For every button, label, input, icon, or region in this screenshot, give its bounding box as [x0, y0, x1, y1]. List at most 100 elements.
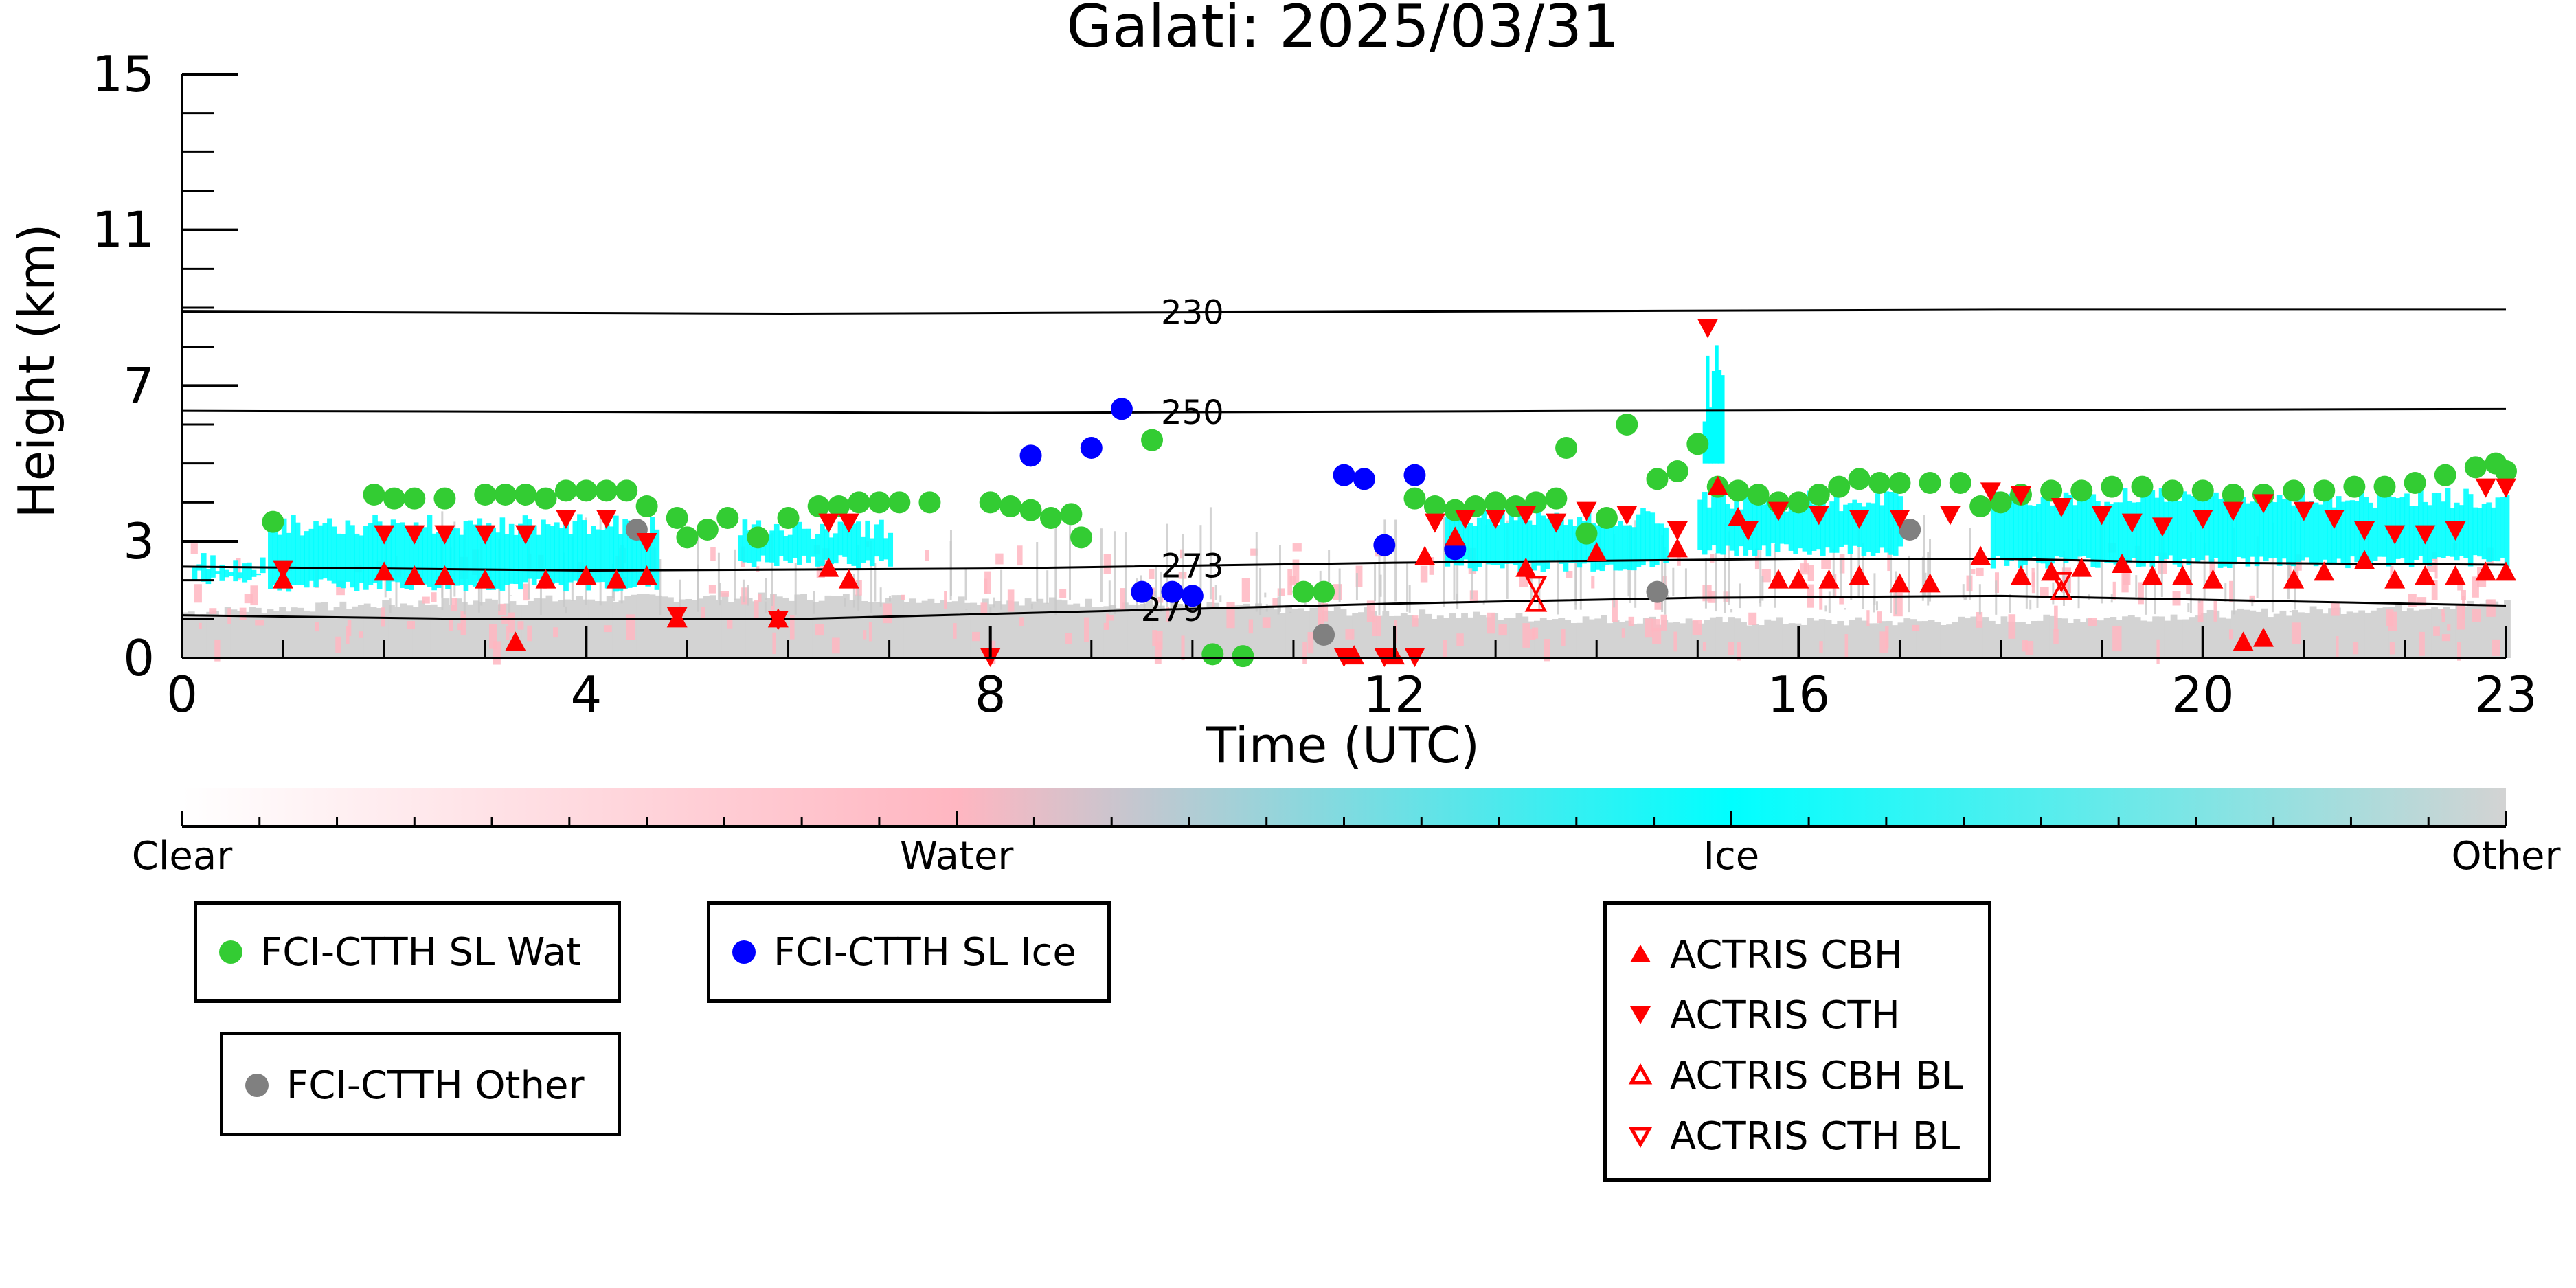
colorbar-label-water: Water	[900, 834, 1015, 879]
other-streak	[1923, 515, 1925, 597]
other-column	[1291, 609, 1298, 658]
other-column	[1037, 598, 1044, 658]
legend-label: FCI-CTTH SL Wat	[260, 929, 582, 975]
data-point	[1595, 507, 1618, 529]
water-streak	[1912, 624, 1920, 631]
other-streak	[1664, 547, 1667, 615]
ice-column	[2331, 507, 2337, 563]
ice-column	[2418, 489, 2424, 556]
other-column	[1261, 607, 1268, 658]
data-point	[2475, 478, 2496, 498]
data-point	[807, 495, 830, 517]
water-streak	[214, 639, 221, 662]
other-column	[958, 596, 965, 658]
other-column	[1570, 623, 1577, 658]
water-streak	[1866, 610, 1870, 626]
water-streak	[431, 592, 437, 602]
other-column	[1382, 611, 1390, 658]
ice-column	[595, 529, 601, 583]
other-column	[1715, 616, 1723, 658]
other-column	[2249, 610, 2257, 658]
water-streak	[1272, 598, 1278, 607]
ice-column	[2281, 499, 2287, 559]
other-streak	[1875, 601, 1878, 611]
ice-column	[427, 515, 433, 587]
other-column	[2230, 610, 2238, 658]
ice-column	[404, 526, 410, 589]
water-streak	[1019, 617, 1024, 626]
other-column	[1406, 615, 1414, 658]
water-streak	[1652, 627, 1662, 644]
ice-column	[1636, 514, 1642, 567]
other-streak	[1482, 602, 1485, 605]
other-column	[2382, 607, 2390, 658]
other-column	[400, 603, 407, 658]
other-column	[1588, 619, 1596, 658]
ice-column	[1720, 490, 1726, 555]
data-point	[434, 565, 455, 585]
other-streak	[1155, 565, 1157, 604]
other-streak	[888, 595, 891, 602]
ice-column	[2222, 490, 2228, 567]
water-streak	[460, 611, 466, 635]
other-streak	[1259, 567, 1262, 615]
water-streak	[2336, 636, 2339, 657]
ice-plume	[1708, 407, 1713, 464]
data-point	[2071, 557, 2092, 577]
ice-column	[522, 515, 528, 583]
data-point	[1575, 522, 1598, 545]
ice-column	[2136, 502, 2142, 567]
water-streak	[255, 620, 264, 626]
water-streak	[1277, 588, 1285, 596]
x-tick-label: 12	[1363, 666, 1426, 723]
other-column	[1921, 621, 1929, 658]
other-streak	[2224, 583, 2227, 602]
other-column	[1734, 618, 1741, 658]
other-column	[1049, 597, 1056, 658]
ice-column	[463, 521, 469, 591]
other-streak	[1379, 574, 1382, 597]
other-column	[1061, 600, 1068, 658]
other-column	[260, 613, 268, 658]
other-column	[200, 613, 207, 658]
water-streak	[2434, 556, 2438, 579]
ice-column	[1866, 502, 1871, 552]
other-column	[1788, 623, 1796, 658]
other-column	[2097, 620, 2105, 658]
ice-column	[554, 522, 560, 583]
data-point	[554, 479, 577, 502]
other-column	[1704, 620, 1710, 658]
data-point	[1546, 513, 1567, 533]
other-column	[1212, 602, 1220, 658]
other-column	[1740, 622, 1747, 658]
other-column	[2388, 607, 2396, 658]
other-column	[709, 595, 716, 658]
data-point	[494, 484, 517, 506]
ice-column	[2286, 490, 2292, 565]
ice-column	[390, 519, 396, 582]
water-streak	[1007, 589, 1015, 612]
other-column	[2395, 602, 2402, 658]
ice-column	[2477, 508, 2483, 557]
ice-column	[865, 520, 870, 561]
data-point	[777, 507, 800, 529]
ice-column	[2049, 505, 2055, 564]
data-point	[1524, 591, 1548, 612]
water-streak	[2138, 582, 2144, 605]
other-column	[1631, 624, 1638, 658]
ice-column	[874, 524, 880, 557]
water-streak	[1017, 545, 1023, 566]
other-column	[376, 608, 383, 658]
other-column	[1642, 618, 1650, 658]
water-streak	[1819, 588, 1823, 610]
ice-column	[272, 528, 278, 585]
other-column	[1539, 618, 1547, 658]
other-streak	[679, 579, 681, 610]
water-streak	[2389, 642, 2395, 655]
other-column	[1861, 620, 1868, 658]
water-streak	[1154, 641, 1162, 664]
data-point	[1515, 506, 1537, 526]
ice-column	[1613, 526, 1619, 571]
data-point	[1181, 585, 1204, 607]
ice-column	[650, 517, 655, 579]
